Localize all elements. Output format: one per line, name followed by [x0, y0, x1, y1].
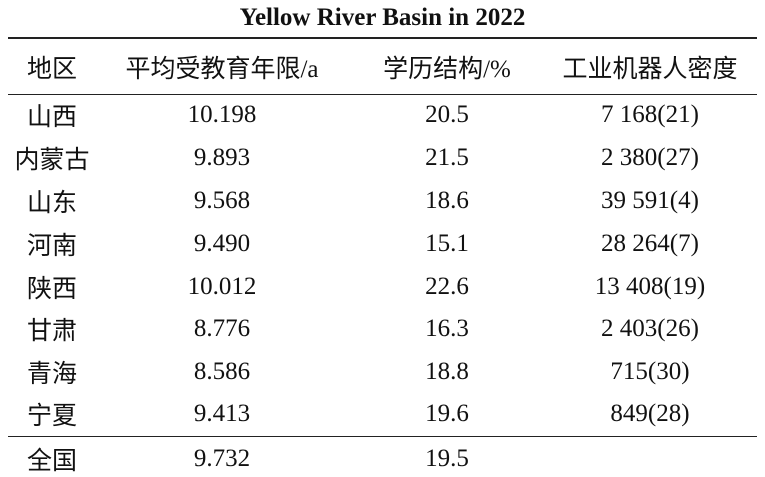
table-cell: 陕西 [26, 276, 78, 303]
table-cell: 9.490 [193, 230, 251, 257]
table-cell: 9.893 [193, 144, 251, 171]
table-cell: 8.776 [193, 315, 251, 342]
table-title: Yellow River Basin in 2022 [239, 4, 526, 31]
table-cell: 河南 [26, 233, 78, 260]
table-cell: 19.6 [425, 400, 469, 427]
total-rule [8, 436, 757, 437]
table-cell: 20.5 [425, 101, 469, 128]
table-cell: 22.6 [425, 273, 469, 300]
table-cell: 山东 [26, 190, 78, 217]
table-cell: 15.1 [425, 230, 469, 257]
column-header: 地区 [26, 56, 78, 83]
column-header: 工业机器人密度 [562, 56, 738, 83]
table-cell: 内蒙古 [14, 147, 90, 174]
table-cell: 28 264(7) [601, 230, 699, 257]
table-cell: 16.3 [425, 315, 469, 342]
table-cell: 18.6 [425, 187, 469, 214]
table-cell: 19.5 [425, 445, 469, 472]
table-cell: 9.732 [193, 445, 251, 472]
table-cell: 715(30) [610, 358, 690, 385]
table-cell: 8.586 [193, 358, 251, 385]
table-cell: 9.568 [193, 187, 251, 214]
table-cell: 甘肃 [26, 318, 78, 345]
column-header: 平均受教育年限/a [125, 56, 319, 83]
table-cell: 18.8 [425, 358, 469, 385]
table-cell: 宁夏 [26, 403, 78, 430]
top-rule [8, 37, 757, 39]
table-cell: 13 408(19) [594, 273, 706, 300]
column-header: 学历结构/% [383, 56, 511, 83]
header-rule [8, 94, 757, 95]
table-cell: 849(28) [610, 400, 690, 427]
table-cell: 10.198 [187, 101, 257, 128]
table-cell: 青海 [26, 361, 78, 388]
table-cell: 7 168(21) [601, 101, 699, 128]
table-cell: 21.5 [425, 144, 469, 171]
table-cell: 2 380(27) [601, 144, 699, 171]
table-cell: 9.413 [193, 400, 251, 427]
table-cell: 2 403(26) [601, 315, 699, 342]
table-cell: 山西 [26, 104, 78, 131]
table-cell: 10.012 [187, 273, 257, 300]
table-cell: 全国 [26, 448, 78, 475]
table-cell: 39 591(4) [601, 187, 699, 214]
